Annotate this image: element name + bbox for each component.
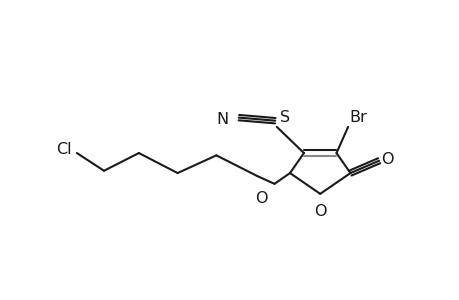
Text: O: O bbox=[254, 191, 267, 206]
Text: O: O bbox=[381, 152, 393, 167]
Text: N: N bbox=[216, 112, 228, 127]
Text: O: O bbox=[313, 204, 326, 219]
Text: Br: Br bbox=[348, 110, 366, 125]
Text: Cl: Cl bbox=[56, 142, 71, 158]
Text: S: S bbox=[280, 110, 290, 125]
